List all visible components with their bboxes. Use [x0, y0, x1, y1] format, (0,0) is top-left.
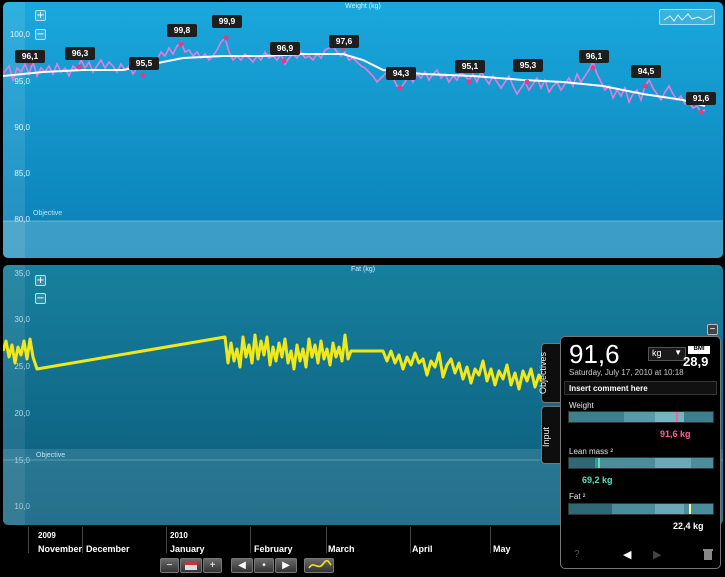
calendar-button[interactable] — [180, 558, 202, 573]
weight-value-label: 96,3 — [65, 47, 95, 60]
comment-input[interactable]: Insert comment here — [564, 381, 717, 395]
y-tick: 20,0 — [6, 409, 30, 418]
wave-icon — [663, 13, 713, 22]
lean-mass-gauge — [568, 457, 714, 469]
trash-icon[interactable] — [702, 548, 714, 561]
zoom-in-button[interactable]: + — [35, 275, 46, 286]
calendar-icon — [185, 562, 197, 570]
fat-objective-label: Objective — [36, 452, 66, 459]
weight-raw-line — [3, 36, 706, 114]
zoom-in-timeline-button[interactable]: + — [203, 558, 222, 573]
year-label: 2010 — [170, 531, 188, 540]
y-tick: 30,0 — [6, 315, 30, 324]
y-tick: 95,0 — [6, 77, 30, 86]
month-label[interactable]: March — [328, 544, 355, 554]
weight-value-label: 95,3 — [513, 59, 543, 72]
weight-plot — [3, 2, 723, 258]
y-tick: 100,0 — [6, 30, 30, 39]
weight-value-label: 94,5 — [631, 65, 661, 78]
zoom-out-button[interactable]: − — [35, 293, 46, 304]
zoom-out-timeline-button[interactable]: − — [160, 558, 179, 573]
weight-value-label: 96,9 — [270, 42, 300, 55]
bmi-value: 28,9 — [683, 354, 709, 369]
weight-objective-label: Objective — [33, 210, 63, 217]
trend-icon — [308, 559, 332, 569]
tab-input[interactable]: Input — [541, 406, 560, 464]
y-tick: 80,0 — [6, 215, 30, 224]
help-button[interactable]: ? — [574, 549, 580, 560]
month-label[interactable]: January — [170, 544, 205, 554]
month-label[interactable]: November — [38, 544, 83, 554]
weight-trend-line — [3, 53, 706, 107]
chevron-down-icon: ▼ — [674, 348, 682, 357]
unit-select[interactable]: kg ▼ — [648, 347, 686, 361]
trend-toggle-button[interactable] — [304, 558, 334, 573]
weight-value-label: 97,6 — [329, 35, 359, 48]
month-label[interactable]: May — [493, 544, 511, 554]
weight-chart-title: Weight (kg) — [345, 3, 381, 10]
collapse-panel-button[interactable]: − — [707, 324, 718, 335]
y-tick: 90,0 — [6, 123, 30, 132]
measurement-datetime: Saturday, July 17, 2010 at 10:18 — [569, 368, 684, 377]
measurement-panel: 91,6 kg ▼ BMI 28,9 Saturday, July 17, 201… — [560, 336, 721, 569]
zoom-out-button[interactable]: − — [35, 29, 46, 40]
fat-gauge-value: 22,4 kg — [673, 521, 704, 531]
weight-value-label: 95,5 — [129, 57, 159, 70]
previous-period-button[interactable]: ◀ — [231, 558, 253, 573]
weight-value-label: 99,8 — [167, 24, 197, 37]
weight-value-label: 91,6 — [686, 92, 716, 105]
tab-objectives[interactable]: Objectives — [538, 343, 560, 403]
zoom-in-button[interactable]: + — [35, 10, 46, 21]
month-label[interactable]: February — [254, 544, 293, 554]
today-button[interactable]: • — [254, 558, 274, 573]
month-label[interactable]: December — [86, 544, 130, 554]
fat-line — [3, 333, 561, 391]
fat-chart-title: Fat (kg) — [350, 266, 376, 273]
previous-measurement-button[interactable]: ◀ — [623, 549, 632, 561]
weight-gauge-value: 91,6 kg — [660, 429, 691, 439]
weight-value-label: 96,1 — [579, 50, 609, 63]
weight-value-label: 95,1 — [455, 60, 485, 73]
year-label: 2009 — [38, 531, 56, 540]
y-tick: 15,0 — [6, 456, 30, 465]
weight-value-label: 94,3 — [386, 67, 416, 80]
y-tick: 35,0 — [6, 269, 30, 278]
lean-mass-gauge-label: Lean mass ² — [569, 447, 614, 456]
weight-value-label: 96,1 — [15, 50, 45, 63]
weight-gauge-label: Weight — [569, 401, 594, 410]
fat-gauge — [568, 503, 714, 515]
y-tick: 25,0 — [6, 362, 30, 371]
y-tick: 10,0 — [6, 502, 30, 511]
current-weight-value: 91,6 — [569, 339, 620, 369]
fat-gauge-label: Fat ² — [569, 492, 586, 501]
weight-chart-panel: Weight (kg) + − 100,0 95,0 90,0 85,0 80,… — [3, 2, 723, 258]
weight-value-label: 99,9 — [212, 15, 242, 28]
month-label[interactable]: April — [412, 544, 433, 554]
lean-mass-gauge-value: 69,2 kg — [582, 475, 613, 485]
bmi-badge: BMI — [688, 346, 710, 354]
next-period-button[interactable]: ▶ — [275, 558, 297, 573]
chart-mode-button[interactable] — [659, 9, 715, 25]
y-tick: 85,0 — [6, 169, 30, 178]
weight-gauge — [568, 411, 714, 423]
next-measurement-button[interactable]: ▶ — [653, 549, 662, 561]
